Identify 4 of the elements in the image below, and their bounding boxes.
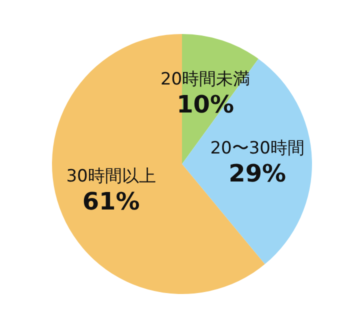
slice-label: 20〜30時間 [210,138,304,159]
data-label: 29% [228,160,286,188]
slice-label: 30時間以上 [66,166,156,187]
data-label: 61% [82,188,140,216]
